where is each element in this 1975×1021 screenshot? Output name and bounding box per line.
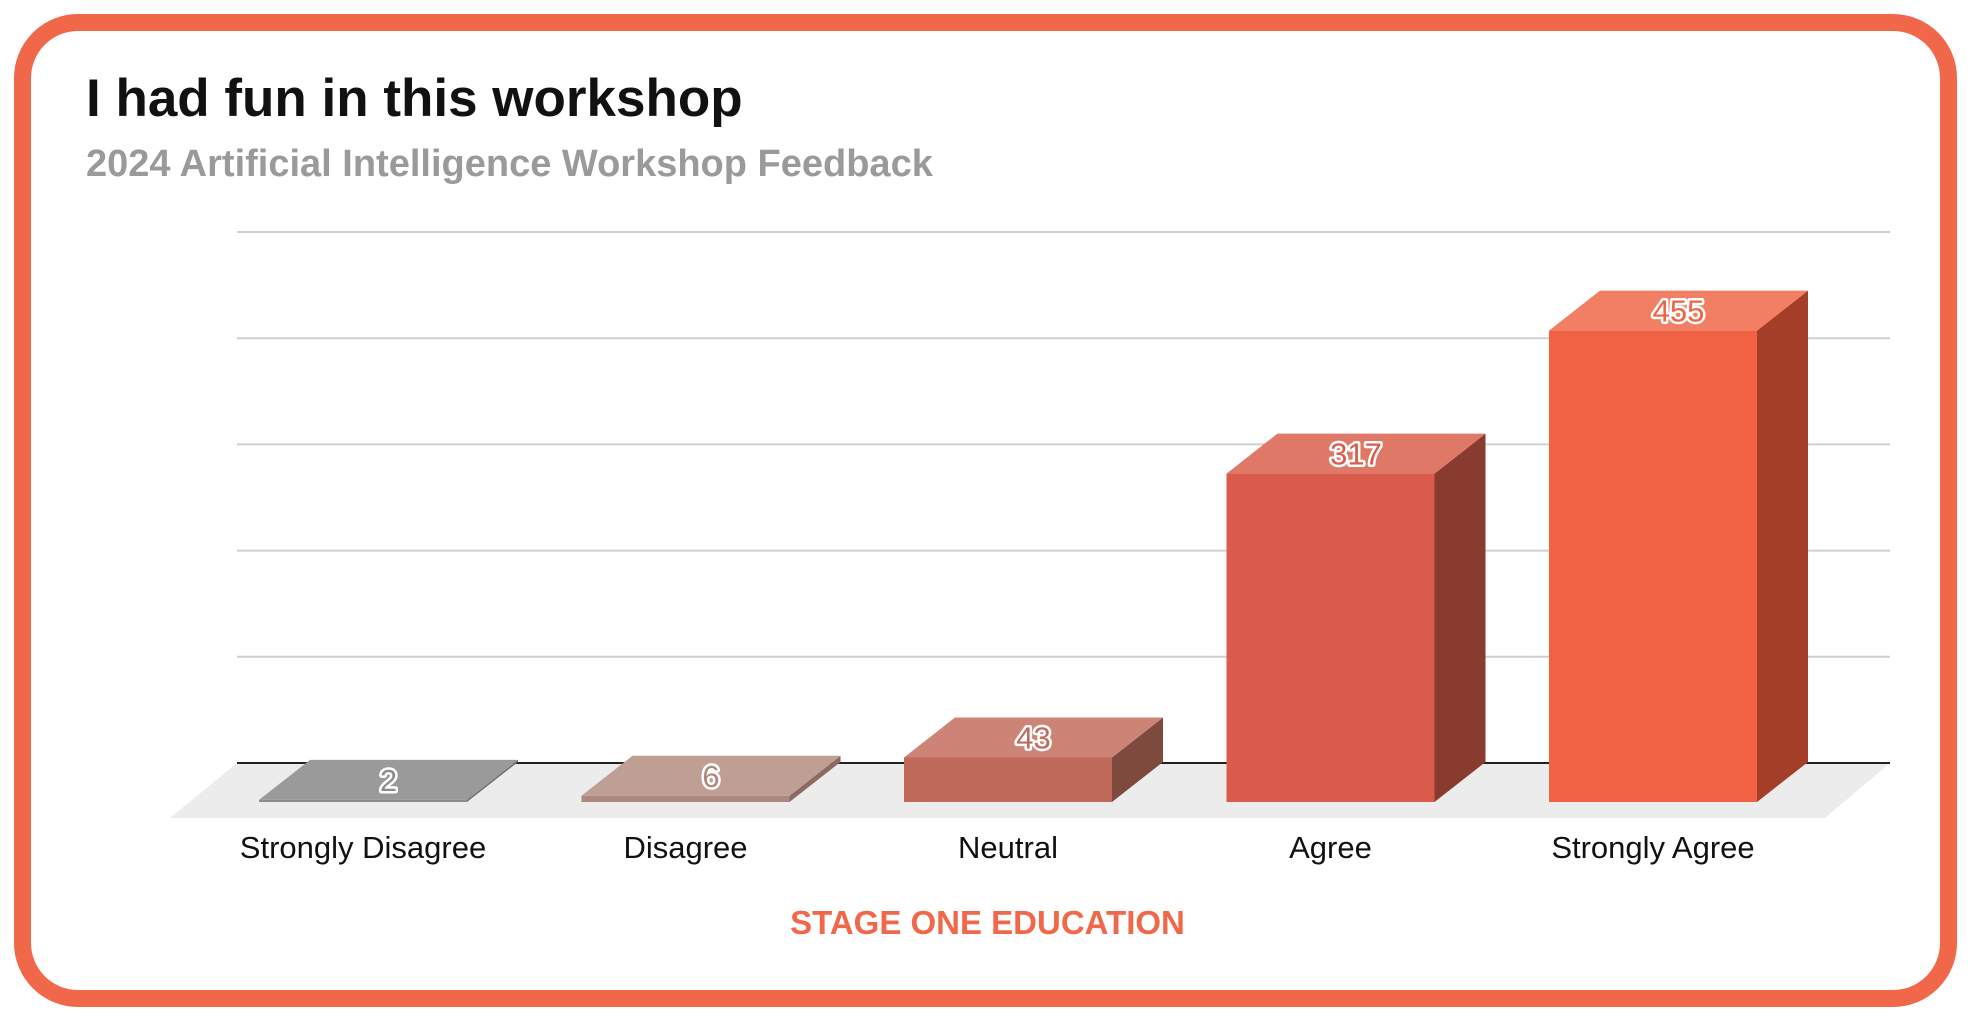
bar-side [467,759,518,802]
bars [259,290,1808,802]
value-label: 43 [1016,720,1050,755]
bar-top [581,755,841,796]
bar [1226,433,1486,802]
bar-top [1226,433,1486,474]
value-label: 6 [702,759,719,794]
category-label: Neutral [958,830,1058,865]
chart-title: I had fun in this workshop [86,69,743,128]
bar-side [1757,290,1808,802]
category-label: Disagree [623,830,747,865]
chart-subtitle: 2024 Artificial Intelligence Workshop Fe… [86,143,933,185]
value-labels: 2 6 43 317 455 [377,291,1706,800]
bar-top [1549,290,1808,331]
bar [259,759,518,802]
value-label: 2 [380,763,397,798]
bar [581,755,841,802]
bar-side [789,755,841,802]
bar-top [904,717,1163,758]
category-label: Agree [1289,830,1372,865]
value-label: 455 [1653,294,1705,329]
bar-front [581,795,790,802]
category-labels: Strongly Disagree Disagree Neutral Agree Str… [240,830,1755,865]
brand-footer: STAGE ONE EDUCATION [790,904,1185,941]
bar-side [1112,717,1163,802]
bar-front [259,799,467,802]
bar-side [1434,433,1486,802]
bar [904,717,1163,802]
bar-front [904,757,1112,802]
category-label: Strongly Agree [1551,830,1754,865]
bar-front [1549,330,1757,802]
bar-front [1226,473,1435,802]
value-label: 317 [1330,437,1382,472]
bar [1549,290,1808,802]
bar-top [259,759,518,800]
category-label: Strongly Disagree [240,830,486,865]
